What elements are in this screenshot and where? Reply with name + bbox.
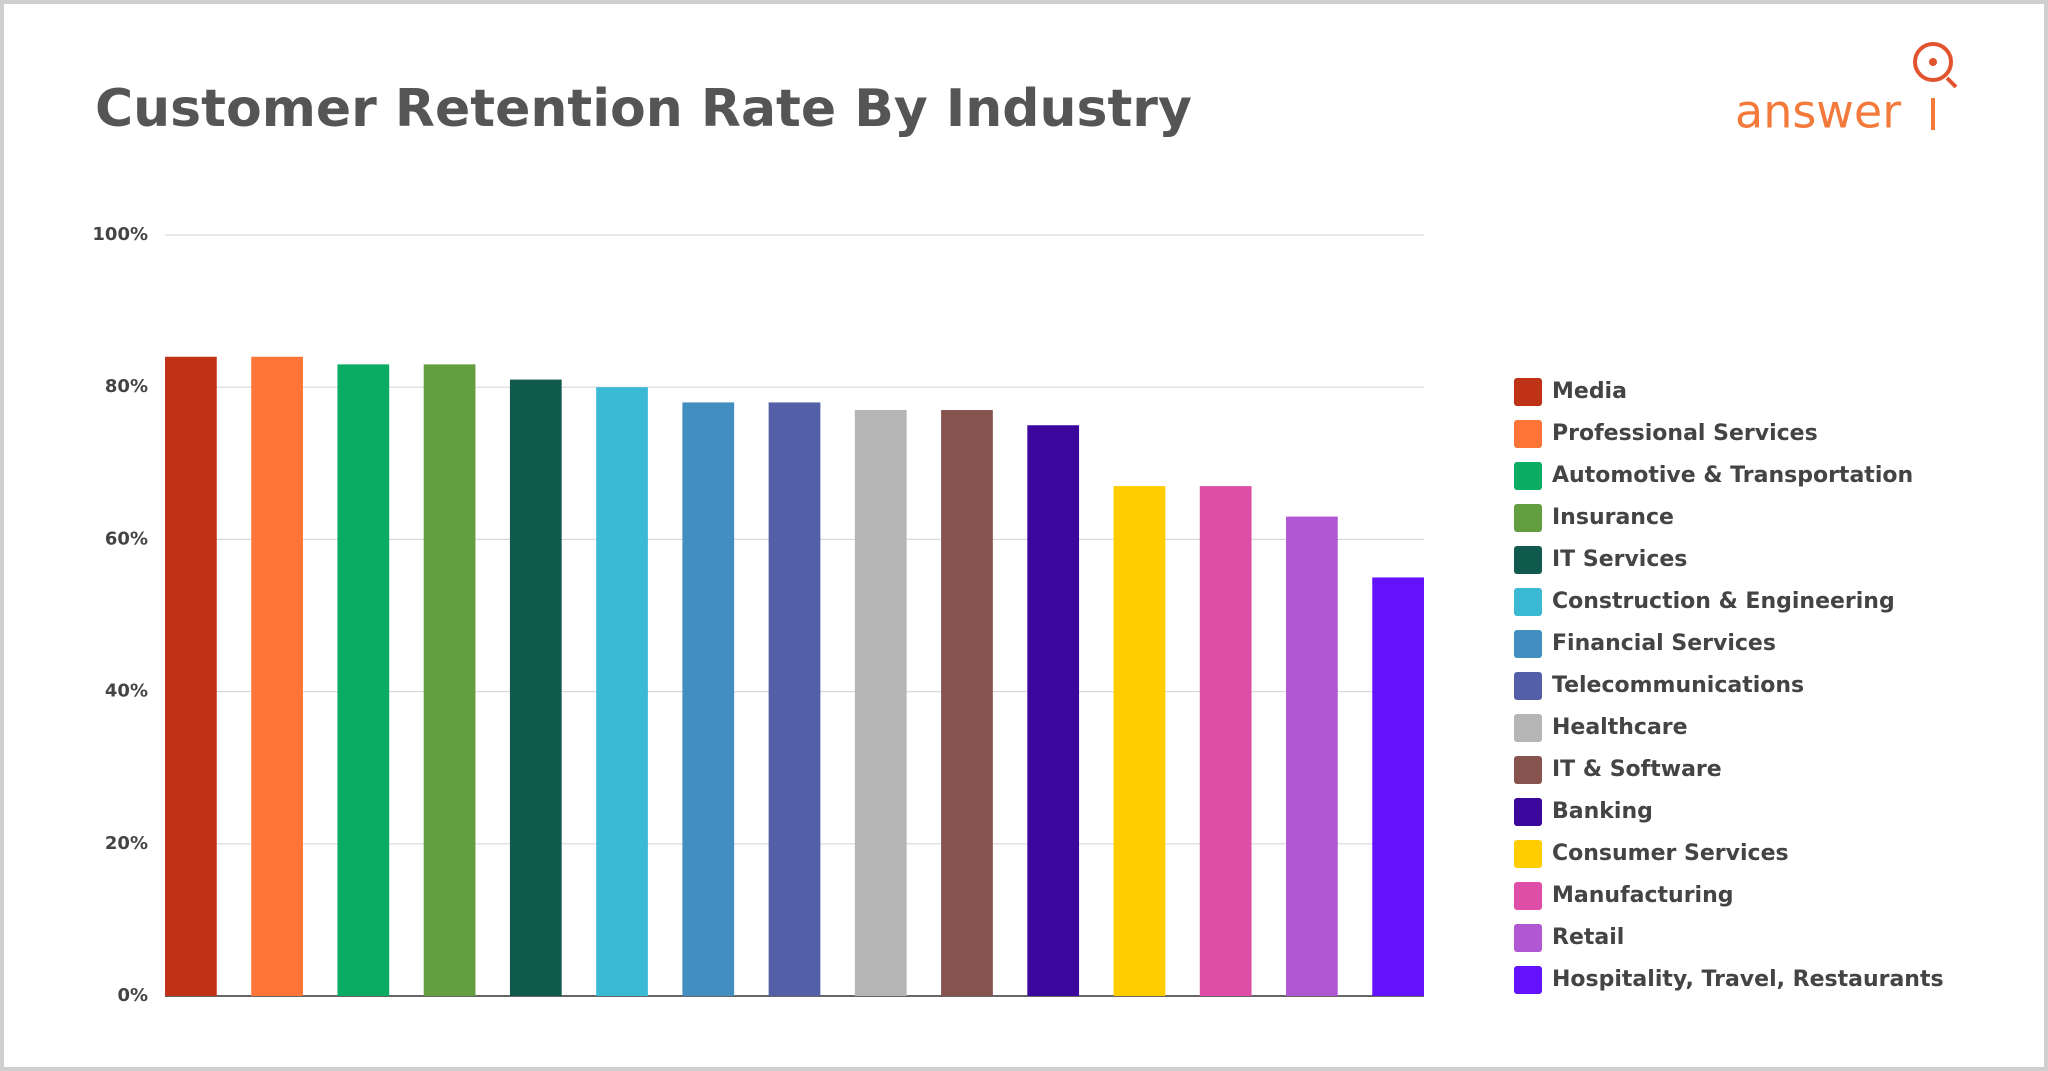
bar	[251, 356, 303, 996]
bar	[941, 410, 993, 996]
logo-dot	[1929, 58, 1937, 66]
bar	[1113, 486, 1166, 996]
legend-label: IT & Software	[1552, 757, 1722, 782]
legend-swatch	[1514, 966, 1542, 994]
legend-swatch	[1514, 630, 1542, 658]
y-tick-label: 100%	[92, 224, 148, 245]
bar	[1199, 486, 1252, 996]
y-tick-label: 60%	[105, 528, 148, 549]
legend-swatch	[1514, 756, 1542, 784]
legend-label: Manufacturing	[1552, 883, 1734, 908]
legend-label: IT Services	[1552, 547, 1687, 572]
legend-label: Hospitality, Travel, Restaurants	[1552, 967, 1944, 992]
legend-label: Construction & Engineering	[1552, 589, 1895, 614]
logo-tail	[1945, 76, 1958, 89]
legend-label: Automotive & Transportation	[1552, 463, 1913, 488]
legend-label: Professional Services	[1552, 421, 1818, 446]
legend-swatch	[1514, 588, 1542, 616]
legend-label: Media	[1552, 379, 1627, 404]
bar	[423, 364, 476, 996]
bar	[1286, 516, 1338, 996]
bar	[1372, 577, 1424, 996]
bar	[768, 402, 821, 996]
logo: answer	[1735, 42, 1958, 139]
y-tick-label: 20%	[105, 833, 148, 854]
legend-swatch	[1514, 462, 1542, 490]
legend-swatch	[1514, 546, 1542, 574]
legend-label: Banking	[1552, 799, 1653, 824]
legend-swatch	[1514, 420, 1542, 448]
bar	[337, 364, 390, 996]
legend-label: Healthcare	[1552, 715, 1688, 740]
legend-swatch	[1514, 672, 1542, 700]
legend-swatch	[1514, 714, 1542, 742]
bar	[509, 379, 562, 997]
legend-label: Insurance	[1552, 505, 1674, 530]
legend-label: Retail	[1552, 925, 1624, 950]
bar	[596, 387, 648, 996]
legend-label: Consumer Services	[1552, 841, 1789, 866]
legend-swatch	[1514, 882, 1542, 910]
logo-text: answer	[1735, 85, 1901, 139]
bar	[1027, 425, 1080, 996]
legend-swatch	[1514, 924, 1542, 952]
y-tick-label: 40%	[105, 681, 148, 702]
bar	[682, 402, 735, 996]
legend-swatch	[1514, 840, 1542, 868]
bar	[854, 410, 907, 996]
logo-icon	[1913, 42, 1953, 82]
legend-swatch	[1514, 378, 1542, 406]
legend-label: Telecommunications	[1552, 673, 1804, 698]
y-tick-label: 0%	[117, 985, 148, 1006]
legend-label: Financial Services	[1552, 631, 1776, 656]
legend-swatch	[1514, 798, 1542, 826]
legend-swatch	[1514, 504, 1542, 532]
bar	[165, 356, 217, 996]
chart-title: Customer Retention Rate By Industry	[95, 79, 1192, 139]
y-tick-label: 80%	[105, 376, 148, 397]
